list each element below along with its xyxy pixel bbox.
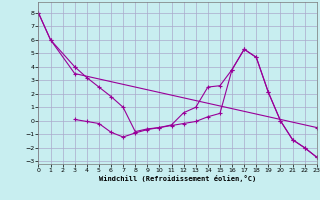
X-axis label: Windchill (Refroidissement éolien,°C): Windchill (Refroidissement éolien,°C) (99, 175, 256, 182)
